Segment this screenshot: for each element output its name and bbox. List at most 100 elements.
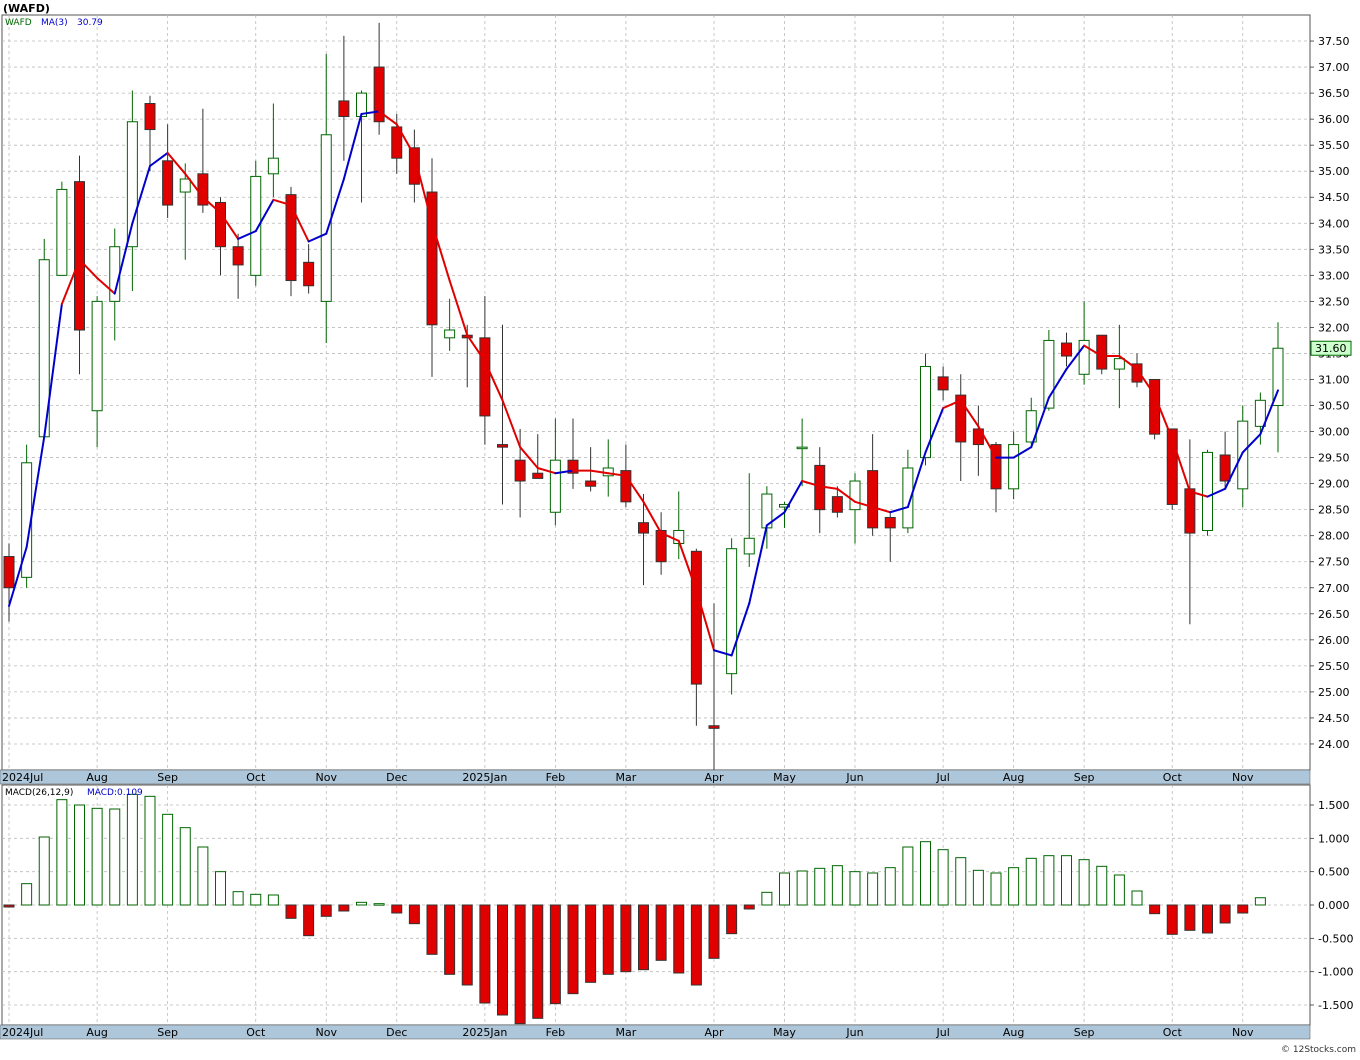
price-x-tick-label: Nov: [316, 771, 338, 784]
candle-body: [1078, 339, 1090, 375]
price-y-tick-label: 27.00: [1318, 582, 1350, 595]
macd-y-tick-label: -0.500: [1318, 932, 1353, 945]
macd-bar: [532, 904, 544, 1019]
ma3-segment: [889, 506, 909, 514]
candle-body: [532, 472, 544, 479]
ma3-segment: [166, 151, 187, 175]
candle: [1008, 431, 1020, 500]
price-y-tick-label: 25.00: [1318, 686, 1350, 699]
ma3-segment: [1065, 344, 1086, 371]
macd-histogram: [3, 793, 1266, 1025]
candle: [303, 244, 315, 294]
macd-x-tick-label: Apr: [704, 1026, 724, 1039]
candle: [867, 434, 879, 536]
macd-bar: [655, 904, 667, 961]
candle-body: [1113, 358, 1125, 370]
candlestick-series: [3, 22, 1284, 770]
candle-body: [1025, 410, 1037, 443]
ma3-segment: [765, 511, 786, 527]
ma3-segment: [8, 546, 28, 607]
ma3-segment: [307, 232, 328, 243]
price-x-tick-label: Aug: [1003, 771, 1024, 784]
candle-body: [1008, 444, 1020, 490]
candle-body: [902, 467, 914, 529]
price-y-tick-label: 26.50: [1318, 608, 1350, 621]
ma3-segment: [783, 480, 804, 514]
ma3-segment: [96, 276, 116, 295]
price-x-tick-label: Jun: [845, 771, 863, 784]
ma3-segment: [536, 467, 557, 475]
macd-bar: [779, 872, 790, 906]
macd-x-tick-label: Aug: [86, 1026, 107, 1039]
macd-bar: [990, 872, 1002, 906]
candle-body: [796, 446, 808, 450]
price-x-axis-band: [0, 769, 1311, 785]
candle-body: [479, 337, 491, 417]
ma3-segment: [942, 399, 962, 410]
macd-y-tick-label: 0.500: [1318, 866, 1350, 879]
candle: [690, 548, 702, 726]
macd-bar: [1254, 897, 1266, 906]
price-y-tick-label: 33.00: [1318, 269, 1350, 282]
candle: [743, 473, 755, 567]
candle-body: [884, 516, 896, 529]
candle: [514, 428, 526, 518]
macd-y-axis: 1.500 1.000 0.500 0.000 -0.500 -1.000 -1.500: [1310, 799, 1353, 1012]
ma3-segment: [642, 500, 663, 535]
macd-bar: [743, 904, 755, 910]
last-price-tag: [1310, 340, 1352, 356]
candle: [1219, 431, 1231, 489]
macd-bar: [1025, 857, 1037, 906]
candle-body: [690, 550, 702, 685]
candle: [638, 494, 649, 586]
candle: [126, 90, 138, 291]
candle-body: [215, 201, 226, 248]
ma3-segment: [149, 151, 169, 167]
macd-bar: [1237, 904, 1249, 914]
candle: [655, 512, 667, 575]
ma3-segment: [906, 451, 927, 509]
macd-bar: [884, 867, 896, 906]
legend-ma-label: MA(3): [41, 18, 68, 28]
macd-x-tick-label: Nov: [1232, 1026, 1254, 1039]
candle: [884, 512, 896, 562]
chart-title: (WAFD): [3, 2, 50, 15]
macd-bar: [250, 893, 262, 906]
candle: [920, 353, 931, 466]
ma3-segment: [43, 302, 63, 438]
macd-bar: [303, 904, 315, 937]
macd-bar: [461, 904, 473, 986]
macd-bar: [602, 904, 614, 975]
price-y-tick-label: 32.50: [1318, 295, 1350, 308]
candle-body: [549, 459, 561, 513]
ma3-segment: [871, 506, 892, 514]
ma3-segment: [395, 123, 416, 157]
macd-bar: [56, 799, 68, 906]
ma3-segment: [448, 279, 469, 337]
candle: [990, 441, 1002, 513]
macd-bar: [391, 904, 403, 914]
candle: [831, 486, 843, 518]
candle-body: [1061, 342, 1072, 357]
ma3-segment: [290, 204, 310, 243]
macd-bar: [1113, 874, 1125, 906]
macd-x-tick-label: Nov: [316, 1026, 338, 1039]
candle-body: [1254, 399, 1266, 427]
ma3-segment: [431, 222, 451, 282]
price-y-tick-label: 32.00: [1318, 321, 1350, 334]
candle-body: [1272, 347, 1284, 407]
price-y-tick-label: 37.50: [1318, 35, 1350, 48]
price-y-tick-label: 37.00: [1318, 61, 1350, 74]
candle: [56, 181, 68, 276]
macd-bar: [109, 808, 121, 906]
candle-body: [91, 300, 103, 412]
macd-bar: [638, 904, 649, 971]
candle-body: [708, 725, 720, 729]
ma3-segment: [677, 539, 698, 592]
candle-body: [1202, 451, 1213, 531]
macd-bar: [902, 846, 914, 906]
candle-body: [937, 376, 949, 391]
macd-bar: [479, 904, 491, 1004]
